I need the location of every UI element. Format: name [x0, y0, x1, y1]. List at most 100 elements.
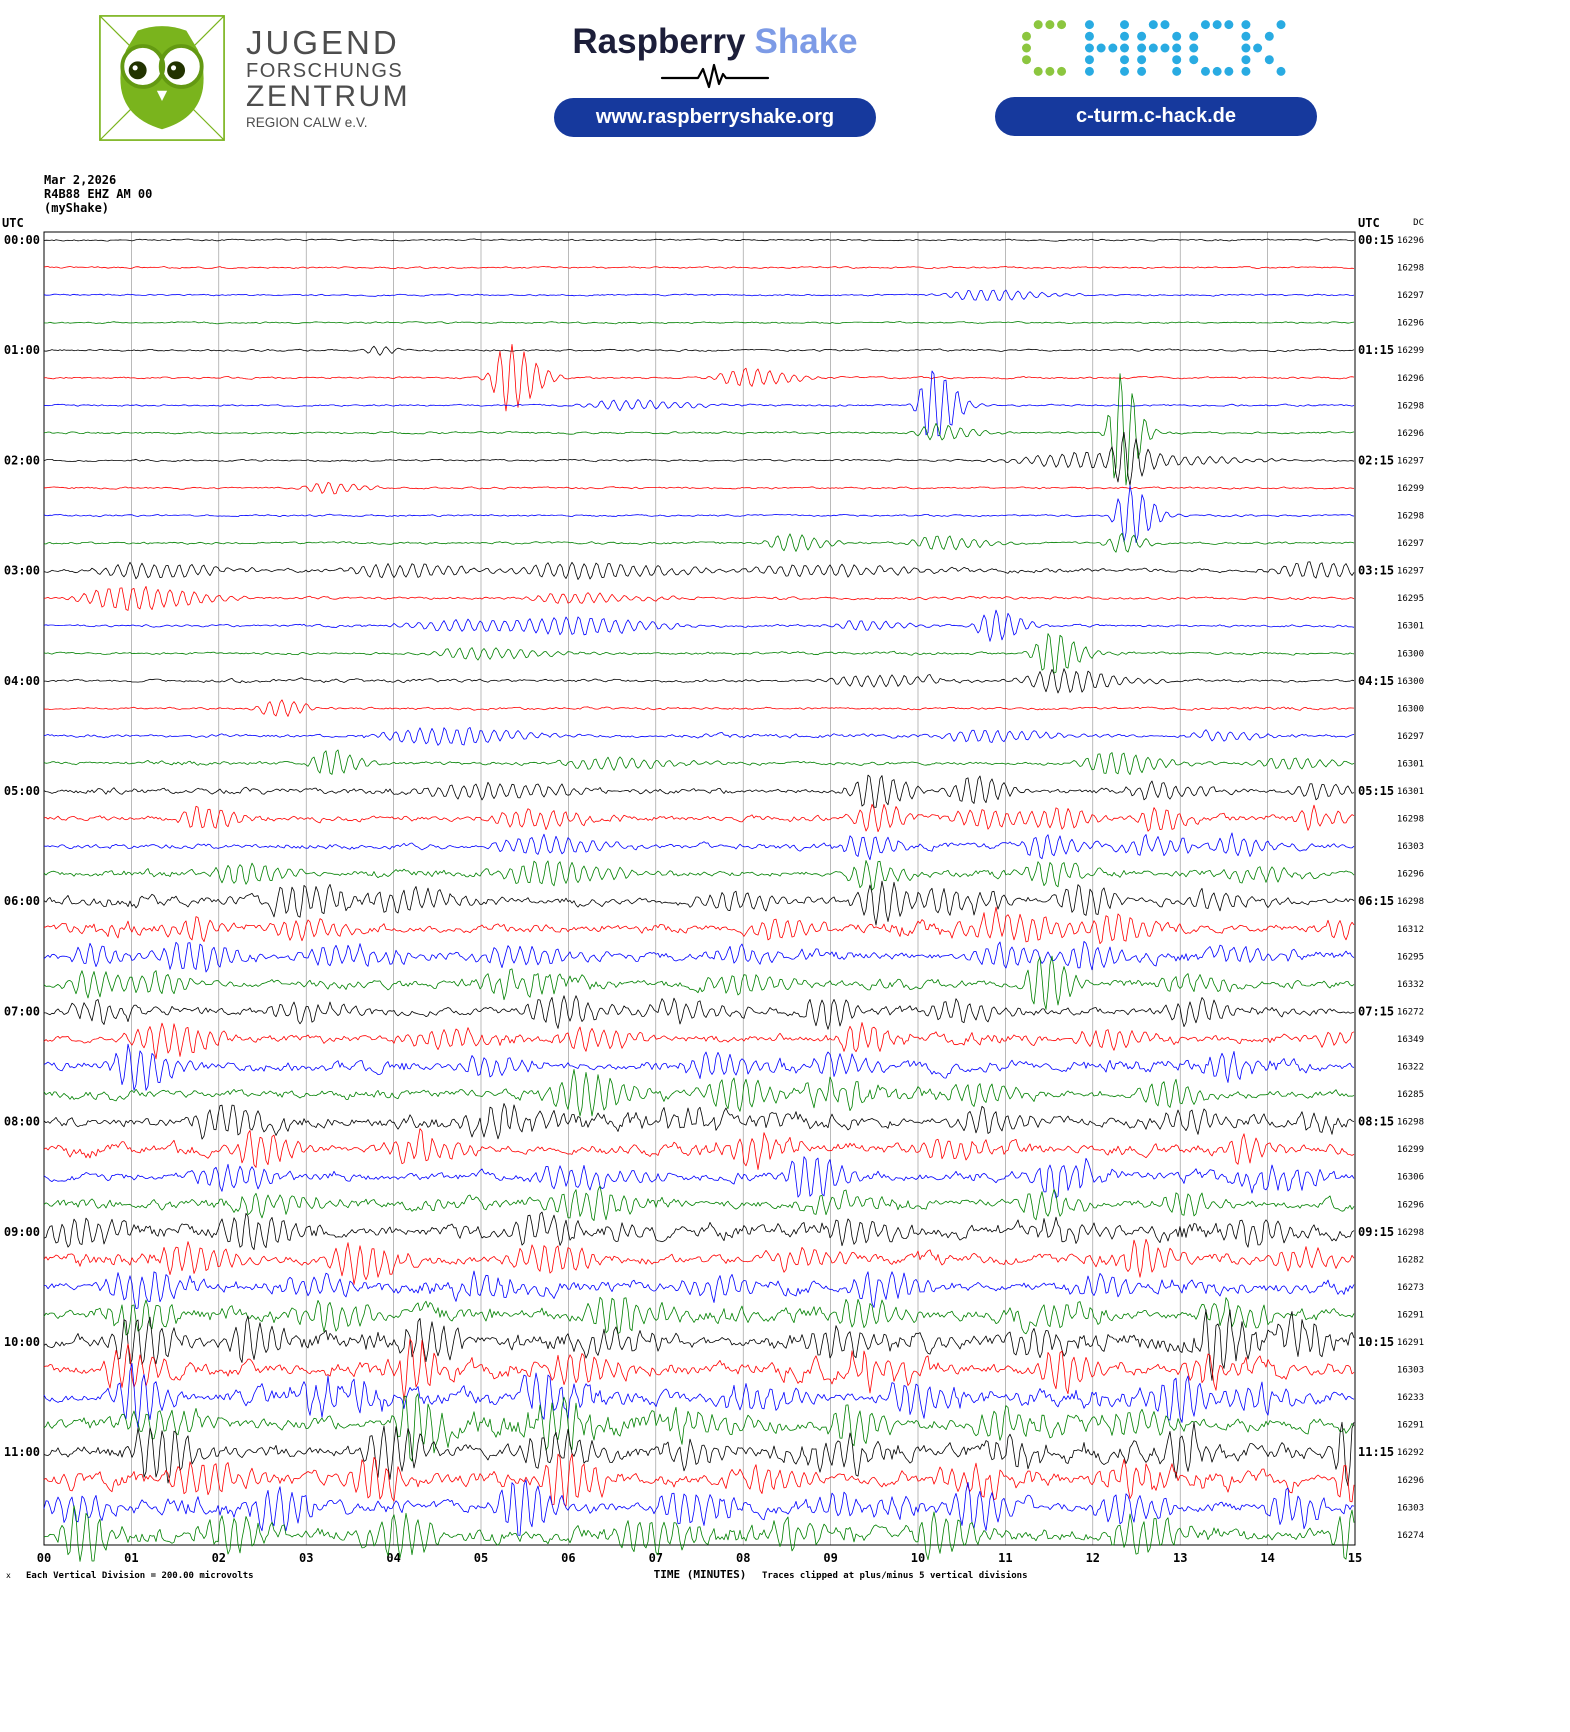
x-tick-label: 03	[299, 1551, 313, 1565]
left-time-label: 04:00	[4, 674, 40, 688]
trace-row	[43, 1069, 1355, 1117]
trace-row	[43, 585, 1355, 611]
x-tick-label: 09	[823, 1551, 837, 1565]
chack-letter-dot	[1137, 66, 1147, 76]
page-header: JUGEND FORSCHUNGS ZENTRUM REGION CALW e.…	[0, 0, 1570, 172]
dc-value: 16298	[1397, 264, 1424, 274]
trace-row	[43, 1238, 1355, 1285]
trace-row	[43, 266, 1355, 270]
right-time-label: 09:15	[1358, 1225, 1394, 1239]
x-tick-label: 06	[561, 1551, 575, 1565]
raspberryshake-url-button[interactable]: www.raspberryshake.org	[554, 98, 876, 137]
trace-row	[43, 1393, 1355, 1462]
chack-letter-dot	[1212, 66, 1222, 76]
trace-row	[43, 431, 1355, 486]
raspberry-shake-wordmark: Raspberry Shake	[548, 22, 882, 62]
chack-letter-dot	[1084, 43, 1094, 53]
chack-url-button[interactable]: c-turm.c-hack.de	[995, 97, 1317, 136]
chart-title-line: R4B88 EHZ AM 00	[44, 187, 152, 201]
trace-row	[43, 1309, 1355, 1381]
x-tick-label: 08	[736, 1551, 750, 1565]
dc-value: 16291	[1397, 1310, 1424, 1320]
trace-row	[43, 561, 1355, 580]
dc-value: 16297	[1397, 539, 1424, 549]
dc-value: 16298	[1397, 815, 1424, 825]
trace-row	[43, 832, 1355, 861]
right-time-label: 07:15	[1358, 1004, 1394, 1018]
chack-letter-dot	[1120, 43, 1130, 53]
chack-letter-dot	[1276, 66, 1286, 76]
chack-letter-dot	[1160, 20, 1170, 30]
right-time-label: 02:15	[1358, 453, 1394, 467]
clip-note: Traces clipped at plus/minus 5 vertical …	[762, 1570, 1028, 1581]
trace-row	[43, 1363, 1355, 1428]
jfz-wordmark: JUGEND FORSCHUNGS ZENTRUM REGION CALW e.…	[246, 26, 410, 130]
x-tick-label: 14	[1260, 1551, 1274, 1565]
dc-value: 16273	[1397, 1283, 1424, 1293]
trace-row	[43, 699, 1355, 717]
raspberry-shake-logo: Raspberry Shake www.raspberryshake.org	[548, 22, 882, 137]
x-tick-label: 12	[1086, 1551, 1100, 1565]
chack-letter-dot	[1096, 43, 1106, 53]
x-tick-label: 04	[386, 1551, 400, 1565]
trace-row	[43, 774, 1355, 808]
trace-row	[43, 1128, 1355, 1170]
trace-row	[43, 1211, 1355, 1251]
left-time-label: 10:00	[4, 1335, 40, 1349]
chack-letter-dot	[1084, 66, 1094, 76]
dc-value: 16299	[1397, 484, 1424, 494]
right-time-label: 05:15	[1358, 784, 1394, 798]
trace-row	[43, 906, 1355, 944]
right-time-label: 10:15	[1358, 1335, 1394, 1349]
chack-letter-dot	[1045, 66, 1055, 76]
dc-value: 16297	[1397, 456, 1424, 466]
trace-row	[43, 1479, 1355, 1536]
owl-icon	[99, 15, 225, 141]
dc-value: 16296	[1397, 374, 1424, 384]
dc-value: 16349	[1397, 1035, 1424, 1045]
dc-value: 16295	[1397, 594, 1424, 604]
dc-value: 16312	[1397, 925, 1424, 935]
dc-value: 16300	[1397, 649, 1424, 659]
chack-letter-dot	[1137, 55, 1147, 65]
chack-letter-dot	[1137, 43, 1147, 53]
right-time-label: 11:15	[1358, 1445, 1394, 1459]
trace-row	[43, 880, 1355, 926]
x-tick-label: 00	[37, 1551, 51, 1565]
right-time-label: 00:15	[1358, 233, 1394, 247]
chack-letter-dot	[1172, 55, 1182, 65]
chack-letter-dot	[1241, 43, 1251, 53]
chack-letter-dot	[1022, 55, 1031, 65]
dc-value: 16298	[1397, 1228, 1424, 1238]
left-time-label: 05:00	[4, 784, 40, 798]
left-time-label: 11:00	[4, 1445, 40, 1459]
helicorder-chart: 00 01 02 03 04 05 06 07 08 09 10 11 12 13 14 15 Mar 2,20…	[2, 173, 1424, 1581]
dc-value: 16298	[1397, 512, 1424, 522]
chack-logo: c-turm.c-hack.de	[995, 20, 1317, 136]
chack-letter-dot	[1057, 20, 1067, 30]
chack-letter-dot	[1189, 43, 1199, 53]
chart-title-line: Mar 2,2026	[44, 173, 116, 187]
chack-letter-dot	[1241, 20, 1251, 30]
chack-letter-dot	[1200, 66, 1210, 76]
trace-row	[43, 345, 1355, 356]
scale-note: Each Vertical Division = 200.00 microvol…	[26, 1570, 254, 1581]
dc-value: 16303	[1397, 1503, 1424, 1513]
chack-letter-dot	[1276, 20, 1286, 30]
trace-row	[43, 321, 1355, 325]
dc-value: 16297	[1397, 567, 1424, 577]
dc-value: 16296	[1397, 429, 1424, 439]
chack-letter-dot	[1084, 20, 1094, 30]
dc-value: 16297	[1397, 732, 1424, 742]
chack-letter-dot	[1241, 66, 1251, 76]
trace-row	[43, 1043, 1355, 1091]
dc-value: 16272	[1397, 1007, 1424, 1017]
chack-letter-dot	[1160, 43, 1170, 53]
chack-letter-dot	[1264, 31, 1274, 41]
dc-value: 16298	[1397, 897, 1424, 907]
dc-value: 16296	[1397, 870, 1424, 880]
trace-row	[43, 485, 1355, 543]
chack-letter-dot	[1189, 31, 1199, 41]
jfz-line4: REGION CALW e.V.	[246, 114, 368, 130]
trace-row	[43, 727, 1355, 746]
